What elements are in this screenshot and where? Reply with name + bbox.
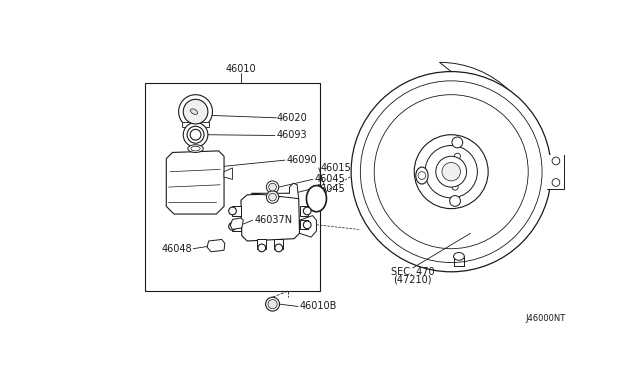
Bar [547,155,564,189]
Circle shape [436,156,467,187]
Polygon shape [207,240,225,252]
Circle shape [266,191,279,203]
Circle shape [414,135,488,209]
Polygon shape [232,222,241,231]
Polygon shape [274,239,284,249]
Ellipse shape [191,109,198,115]
Text: 46010: 46010 [226,64,256,74]
Ellipse shape [191,146,200,151]
Circle shape [266,297,280,311]
Text: J46000NT: J46000NT [525,314,565,323]
Text: 46045: 46045 [314,174,345,185]
Circle shape [187,126,204,143]
Polygon shape [300,216,316,237]
Circle shape [454,153,460,159]
Circle shape [258,244,266,252]
Circle shape [450,196,460,206]
Polygon shape [232,206,241,216]
Bar [145,83,320,291]
Circle shape [303,207,311,215]
Text: 46048: 46048 [161,244,192,254]
Circle shape [418,172,426,179]
Circle shape [425,145,477,198]
Circle shape [228,222,236,230]
Polygon shape [166,151,224,214]
Circle shape [228,207,236,215]
Circle shape [442,163,460,181]
Text: 46010B: 46010B [300,301,337,311]
Circle shape [552,157,560,165]
Circle shape [303,221,311,229]
Polygon shape [241,193,300,241]
Text: 46093: 46093 [276,131,307,141]
Text: 46020: 46020 [276,113,307,123]
Polygon shape [300,206,308,216]
Circle shape [452,184,458,190]
Ellipse shape [307,186,326,212]
Polygon shape [257,239,266,249]
Circle shape [183,99,208,124]
Polygon shape [251,183,299,199]
Circle shape [452,137,463,148]
Circle shape [183,122,208,147]
Text: SEC. 470: SEC. 470 [391,267,435,277]
Circle shape [552,179,560,186]
Bar [182,122,209,127]
Text: 46045: 46045 [314,184,345,194]
Circle shape [351,71,551,272]
Text: 46037N: 46037N [254,215,292,225]
Circle shape [266,181,279,193]
Polygon shape [224,168,232,179]
Circle shape [268,299,277,309]
Polygon shape [300,220,308,230]
Circle shape [190,129,201,140]
Circle shape [269,183,276,191]
Circle shape [179,95,212,129]
Ellipse shape [454,253,464,260]
Text: 46090: 46090 [287,155,317,165]
Text: (47210): (47210) [394,275,432,285]
Polygon shape [230,218,243,230]
Ellipse shape [416,167,428,184]
Text: 46015K: 46015K [320,163,357,173]
Circle shape [275,244,283,252]
Circle shape [269,193,276,201]
Ellipse shape [188,145,204,153]
